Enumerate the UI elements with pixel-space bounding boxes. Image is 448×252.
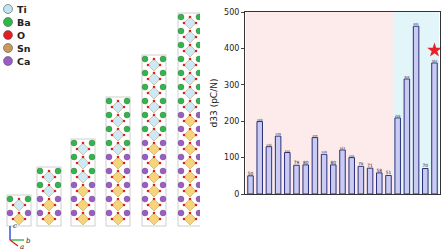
svg-text:c: c — [13, 222, 17, 230]
svg-text:200: 200 — [224, 117, 239, 126]
svg-text:71: 71 — [367, 163, 373, 168]
svg-text:50: 50 — [248, 171, 254, 176]
svg-text:300: 300 — [224, 81, 239, 90]
svg-text:400: 400 — [224, 44, 239, 53]
svg-text:O: O — [17, 30, 25, 41]
svg-text:80: 80 — [303, 160, 309, 165]
svg-text:Ba: Ba — [17, 17, 31, 28]
svg-text:109: 109 — [321, 150, 327, 154]
svg-text:316: 316 — [404, 75, 410, 79]
svg-text:121: 121 — [340, 146, 346, 150]
svg-text:Ca: Ca — [17, 56, 30, 67]
svg-text:Sn: Sn — [17, 43, 31, 54]
svg-text:461: 461 — [413, 22, 419, 26]
svg-text:51: 51 — [386, 170, 392, 175]
svg-text:155: 155 — [312, 134, 318, 138]
svg-text:199: 199 — [257, 118, 263, 122]
svg-text:Ti: Ti — [17, 4, 27, 15]
svg-text:100: 100 — [224, 153, 239, 162]
svg-text:80: 80 — [331, 160, 337, 165]
svg-text:114: 114 — [285, 149, 291, 153]
svg-text:79: 79 — [294, 160, 300, 165]
svg-text:130: 130 — [266, 143, 272, 147]
svg-text:159: 159 — [275, 132, 281, 136]
svg-text:0: 0 — [234, 190, 239, 199]
svg-text:500: 500 — [224, 8, 239, 17]
svg-text:76: 76 — [358, 161, 364, 166]
svg-text:d33 (pC/N): d33 (pC/N) — [209, 79, 219, 128]
svg-text:100: 100 — [349, 154, 355, 158]
svg-text:360: 360 — [432, 59, 438, 63]
svg-text:a: a — [20, 243, 24, 251]
svg-text:58: 58 — [377, 168, 383, 173]
svg-text:209: 209 — [395, 114, 401, 118]
svg-text:b: b — [26, 237, 31, 245]
svg-text:70: 70 — [423, 163, 429, 168]
